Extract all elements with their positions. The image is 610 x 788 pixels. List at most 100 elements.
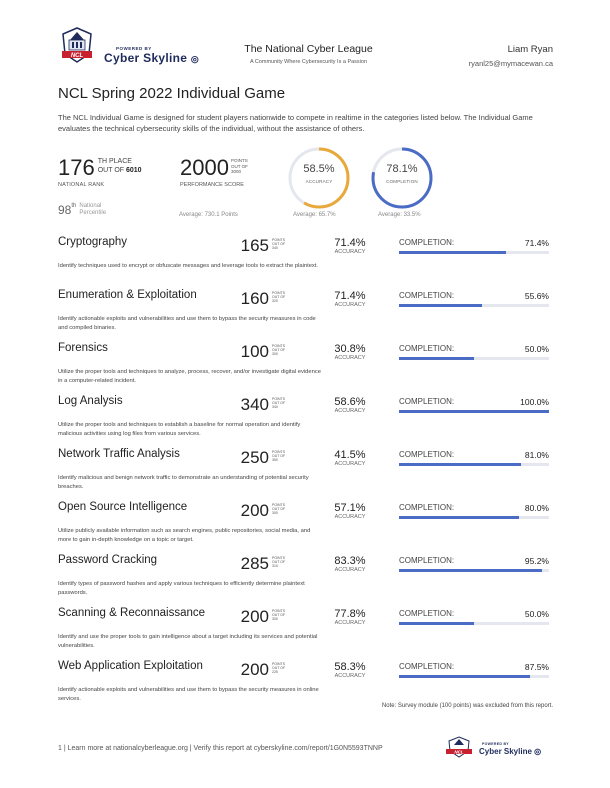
org-subtitle: A Community Where Cybersecurity Is a Pas…: [249, 59, 368, 65]
intro-text: The NCL Individual Game is designed for …: [58, 113, 533, 133]
completion-label: COMPLETION: [386, 179, 418, 184]
category-completion-value: 81.0%: [524, 450, 549, 460]
category-completion-value: 71.4%: [524, 238, 549, 248]
category-completion-label: COMPLETION:: [399, 556, 455, 565]
category-points: 200: [240, 501, 269, 520]
score-total: 3000: [230, 169, 241, 174]
category-row: Forensics 100 POINTS OUT OF 300 30.8% ACCURACY…: [58, 342, 553, 394]
out-of-word: OUT OF: [272, 666, 286, 671]
points-word: POINTS: [272, 556, 286, 560]
completion-bar: [399, 251, 549, 254]
rank-label: NATIONAL RANK: [58, 182, 105, 188]
completion-ring: 78.1% COMPLETION: [370, 146, 434, 210]
category-points: 340: [240, 395, 269, 414]
category-accuracy: 83.3%: [334, 555, 366, 567]
completion-bar-fill: [399, 410, 549, 413]
category-description: Identify actionable exploits and vulnera…: [58, 687, 319, 702]
category-points-sub: POINTS OUT OF 320: [272, 291, 285, 304]
category-accuracy: 77.8%: [334, 608, 366, 620]
category-accuracy-label: ACCURACY: [334, 567, 366, 573]
svg-text:NCL: NCL: [454, 749, 463, 754]
rank-value: 176: [58, 155, 95, 180]
completion-bar-fill: [399, 569, 542, 572]
user-email: ryanl25@mymacewan.ca: [468, 59, 553, 68]
points-word: POINTS: [272, 450, 286, 454]
category-name: Password Cracking: [58, 554, 158, 566]
category-completion-value: 50.0%: [524, 609, 549, 619]
category-points-sub: POINTS OUT OF 340: [272, 238, 285, 251]
out-of-word: OUT OF: [272, 507, 286, 512]
category-row: Open Source Intelligence 200 POINTS OUT OF 3…: [58, 501, 553, 553]
category-points-sub: POINTS OUT OF 340: [272, 397, 285, 410]
category-total: 350: [272, 458, 278, 463]
category-completion-value: 50.0%: [524, 344, 549, 354]
category-completion-label: COMPLETION:: [399, 344, 455, 353]
category-name: Cryptography: [58, 236, 128, 248]
footer-text: 1 | Learn more at nationalcyberleague.or…: [58, 745, 383, 752]
out-of-word: OUT OF: [272, 401, 286, 406]
category-points-sub: POINTS OUT OF 300: [272, 344, 285, 357]
category-total: 340: [272, 405, 278, 410]
points-word: POINTS: [272, 397, 286, 401]
completion-bar: [399, 569, 549, 572]
powered-by-logo: POWERED BY Cyber Skyline ◎: [104, 46, 199, 65]
rank-total: 6010: [126, 167, 142, 174]
completion-bar-fill: [399, 675, 531, 678]
accuracy-ring-icon: [288, 147, 350, 209]
points-word: POINTS: [272, 662, 286, 666]
completion-bar: [399, 357, 549, 360]
completion-bar: [399, 516, 549, 519]
category-points-sub: POINTS OUT OF 350: [272, 450, 285, 463]
rank-side: TH PLACE OUT OF 6010: [98, 157, 142, 175]
completion-bar: [399, 463, 549, 466]
category-row: Network Traffic Analysis 250 POINTS OUT OF 3…: [58, 448, 553, 500]
out-of-word: OUT OF: [272, 560, 286, 565]
completion-bar-fill: [399, 516, 519, 519]
category-description: Identify actionable exploits and vulnera…: [58, 316, 316, 331]
category-accuracy-label: ACCURACY: [334, 514, 366, 520]
category-description: Utilize publicly available information s…: [58, 528, 311, 543]
out-of-word: OUT OF: [272, 295, 286, 300]
svg-text:NCL: NCL: [71, 53, 84, 59]
category-total: 310: [272, 564, 278, 569]
points-word: POINTS: [272, 503, 286, 507]
category-accuracy: 30.8%: [334, 343, 366, 355]
category-description: Utilize the proper tools and techniques …: [58, 369, 321, 384]
category-points: 250: [240, 448, 269, 467]
completion-bar: [399, 410, 549, 413]
points-word: POINTS: [272, 609, 286, 613]
org-title: The National Cyber League: [244, 43, 373, 55]
accuracy-value: 58.5%: [303, 163, 335, 175]
national-rank: 176 TH PLACE OUT OF 6010 NATIONAL RANK: [58, 155, 142, 188]
category-points: 200: [240, 660, 269, 679]
category-total: 300: [272, 617, 278, 622]
completion-bar: [399, 304, 549, 307]
completion-bar-fill: [399, 622, 474, 625]
completion-bar-fill: [399, 357, 474, 360]
accuracy-ring: 58.5% ACCURACY: [287, 146, 351, 210]
category-row: Cryptography 165 POINTS OUT OF 340 71.4% ACCUR…: [58, 236, 553, 288]
category-row: Web Application Exploitation 200 POINTS OUT…: [58, 660, 553, 712]
accuracy-average: Average: 65.7%: [293, 212, 336, 218]
footer-brand: Cyber Skyline ◎: [479, 747, 542, 756]
percentile-label-1: National: [79, 203, 102, 209]
category-description: Identify techniques used to encrypt or o…: [58, 263, 319, 269]
category-accuracy-label: ACCURACY: [334, 673, 366, 679]
footer-logo: NCL POWERED BY Cyber Skyline ◎: [442, 735, 554, 759]
completion-bar: [399, 622, 549, 625]
out-of-word: OUT OF: [272, 242, 286, 247]
category-row: Log Analysis 340 POINTS OUT OF 340 58.6% ACCUR…: [58, 395, 553, 447]
performance-score: 2000 POINTS OUT OF 3000 PERFORMANCE SCORE A…: [179, 155, 248, 218]
category-points: 200: [240, 607, 269, 626]
user-block: Liam Ryan ryanl25@mymacewan.ca: [469, 44, 553, 68]
category-total: 300: [272, 511, 278, 516]
category-name: Open Source Intelligence: [58, 501, 188, 513]
category-accuracy: 58.6%: [334, 396, 366, 408]
user-name: Liam Ryan: [507, 44, 553, 55]
category-completion-value: 80.0%: [524, 503, 549, 513]
category-completion-value: 87.5%: [524, 662, 549, 672]
out-of-word: OUT OF: [272, 348, 286, 353]
category-completion-label: COMPLETION:: [399, 291, 455, 300]
survey-note: Note: Survey module (100 points) was exc…: [381, 703, 553, 709]
category-name: Log Analysis: [58, 395, 123, 407]
